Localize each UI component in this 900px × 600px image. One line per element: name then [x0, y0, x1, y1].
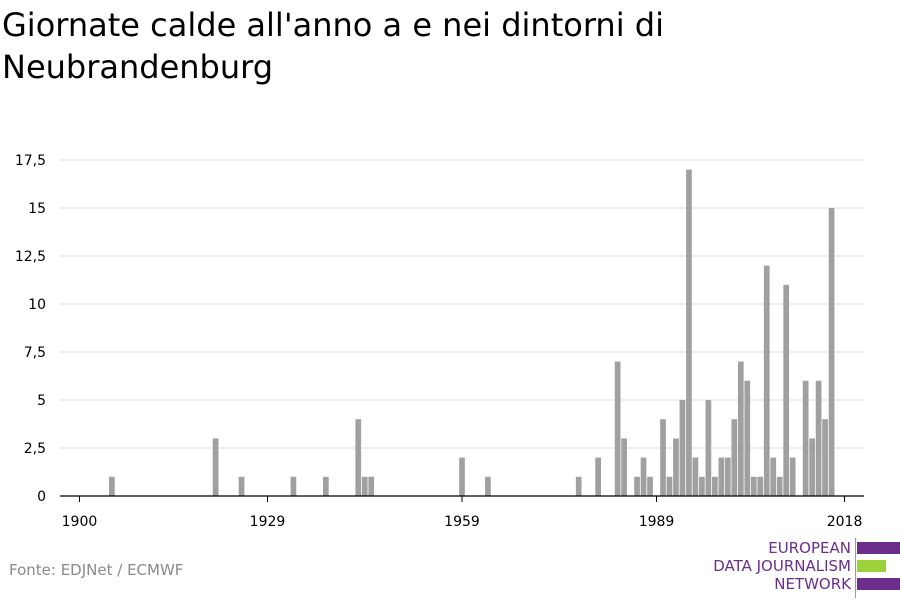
y-tick-label: 12,5	[15, 249, 46, 265]
bar	[815, 380, 822, 496]
bar	[705, 400, 712, 496]
bar	[712, 476, 718, 496]
bar	[322, 476, 329, 496]
bar	[770, 457, 777, 496]
logo-divider	[855, 538, 856, 598]
logo-line-1: EUROPEAN	[768, 539, 851, 557]
y-tick-label: 10	[28, 297, 46, 313]
bar	[290, 476, 297, 496]
bar	[822, 419, 828, 496]
bar	[109, 476, 115, 496]
bar	[673, 438, 679, 496]
x-tick-label: 2018	[827, 514, 863, 530]
bar	[802, 380, 809, 496]
bar	[459, 457, 465, 496]
bar	[828, 208, 835, 496]
bar	[776, 476, 783, 496]
bar	[485, 476, 491, 496]
bar	[614, 361, 621, 496]
bar	[212, 438, 219, 496]
bar	[647, 476, 653, 496]
bar	[744, 380, 751, 496]
x-tick-label: 1959	[444, 514, 480, 530]
x-tick-label: 1929	[250, 514, 286, 530]
bar	[699, 476, 705, 496]
y-tick-label: 15	[28, 201, 46, 217]
logo-bar-middle	[857, 560, 886, 572]
bar	[750, 476, 757, 496]
bar	[763, 265, 770, 496]
bar	[679, 400, 686, 496]
bar	[634, 476, 640, 496]
bar	[361, 476, 368, 496]
y-tick-label: 2,5	[24, 441, 46, 457]
bar	[783, 284, 790, 496]
bar	[718, 457, 725, 496]
bar	[789, 457, 796, 496]
bar	[660, 419, 666, 496]
bar	[238, 476, 245, 496]
y-tick-label: 5	[37, 393, 46, 409]
y-tick-label: 0	[37, 489, 46, 505]
bar	[737, 361, 744, 496]
bars	[109, 169, 835, 496]
logo-bar-bottom	[857, 578, 900, 590]
y-tick-label: 7,5	[24, 345, 46, 361]
edjnet-logo[interactable]: EUROPEAN DATA JOURNALISM NETWORK	[700, 538, 900, 598]
bar	[666, 476, 673, 496]
bar	[595, 457, 602, 496]
x-tick-label: 1989	[639, 514, 675, 530]
x-tick-label: 1900	[62, 514, 98, 530]
axes: 0 2,5 5 7,5 10 12,5 15 17,5 1900 1929 1959 1989 2018	[15, 153, 864, 530]
bar	[640, 457, 647, 496]
bar	[686, 169, 692, 496]
y-tick-label: 17,5	[15, 153, 46, 169]
bar	[355, 419, 362, 496]
bar	[757, 476, 764, 496]
bar	[368, 476, 375, 496]
logo-line-2: DATA JOURNALISM	[713, 557, 851, 575]
bar	[809, 438, 815, 496]
bar	[621, 438, 627, 496]
bar	[724, 457, 731, 496]
bar	[731, 419, 738, 496]
source-note: Fonte: EDJNet / ECMWF	[9, 561, 184, 579]
bar	[575, 476, 582, 496]
gridlines	[60, 159, 864, 449]
logo-line-3: NETWORK	[774, 575, 851, 593]
bar	[692, 457, 699, 496]
logo-bar-top	[857, 542, 900, 554]
chart-title: Giornate calde all'anno a e nei dintorni…	[2, 6, 664, 86]
